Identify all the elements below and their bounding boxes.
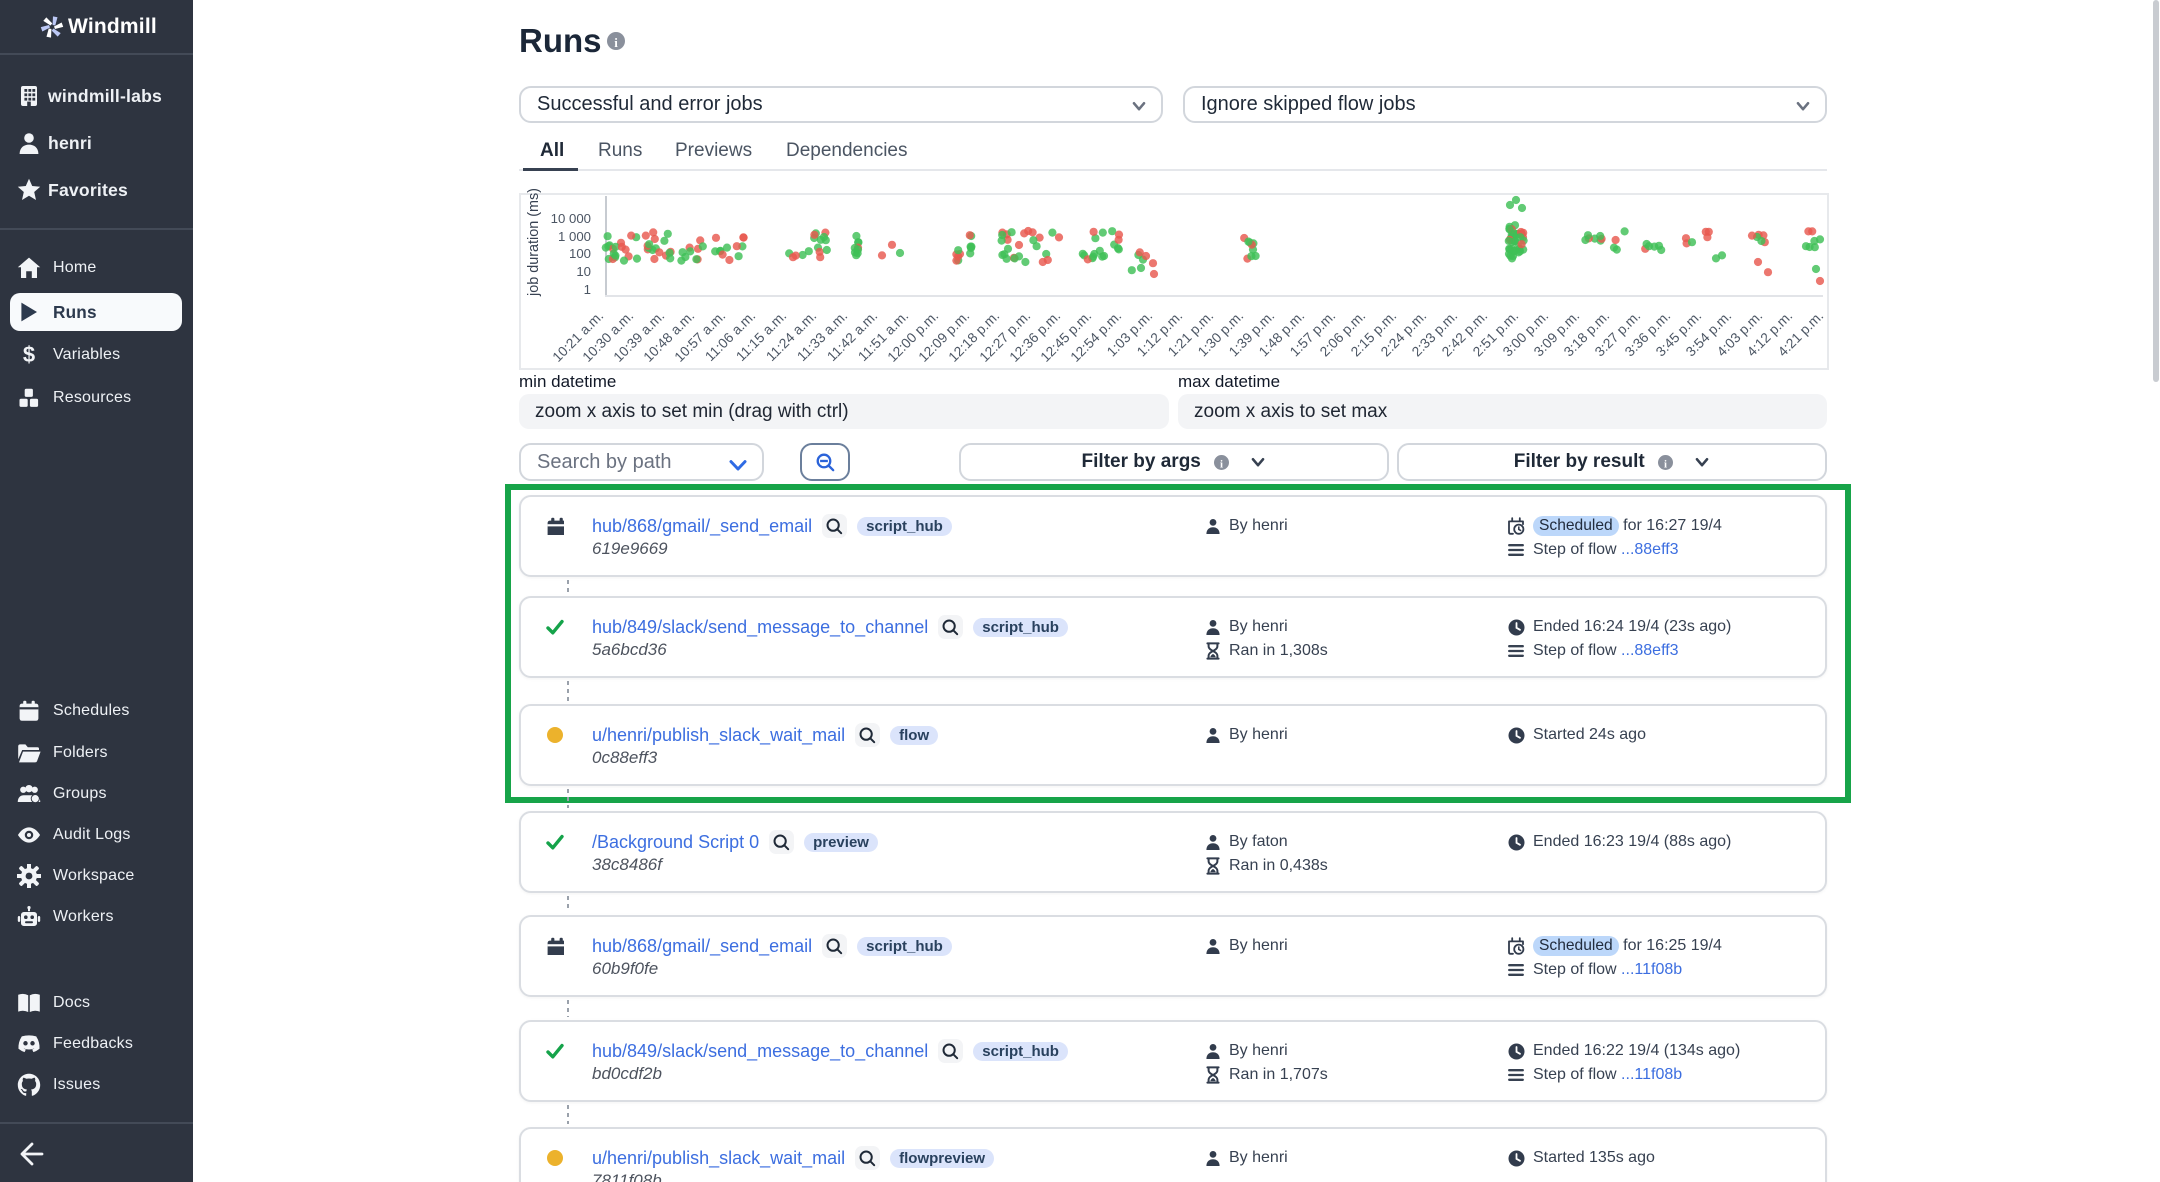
- svg-text:i: i: [614, 35, 618, 50]
- svg-text:i: i: [1220, 458, 1223, 470]
- svg-text:i: i: [1664, 458, 1667, 470]
